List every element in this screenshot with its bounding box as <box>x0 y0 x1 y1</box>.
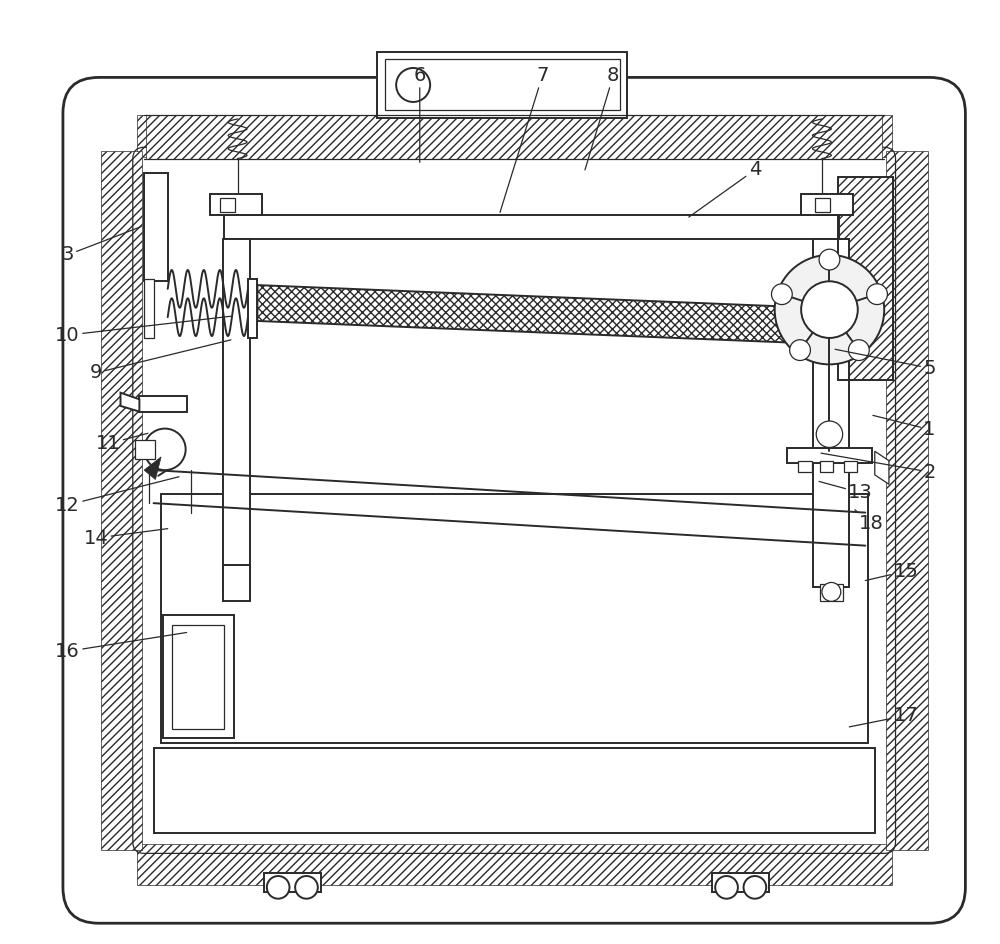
Text: 3: 3 <box>61 227 141 264</box>
Bar <box>223 565 250 601</box>
Text: 13: 13 <box>819 481 873 502</box>
Circle shape <box>744 876 766 899</box>
Polygon shape <box>144 457 161 480</box>
Bar <box>137 115 892 157</box>
Polygon shape <box>257 285 839 345</box>
Text: 6: 6 <box>414 66 426 162</box>
Circle shape <box>848 340 869 361</box>
Text: 17: 17 <box>849 706 918 727</box>
Text: 2: 2 <box>821 453 936 481</box>
Bar <box>224 215 839 239</box>
Bar <box>101 151 142 850</box>
Bar <box>163 615 234 738</box>
Circle shape <box>771 284 792 305</box>
Circle shape <box>295 876 318 899</box>
Bar <box>813 239 849 587</box>
Bar <box>844 461 857 472</box>
Bar <box>139 396 187 412</box>
Circle shape <box>267 876 289 899</box>
Bar <box>838 177 893 380</box>
Text: 14: 14 <box>84 529 168 548</box>
Text: 8: 8 <box>585 66 619 170</box>
Bar <box>801 194 853 215</box>
Bar <box>135 440 155 459</box>
Polygon shape <box>121 393 139 412</box>
Circle shape <box>867 284 887 305</box>
Bar <box>377 52 627 118</box>
Bar <box>820 584 843 601</box>
Bar <box>385 59 620 110</box>
Text: 15: 15 <box>865 562 918 581</box>
Text: 9: 9 <box>90 340 231 382</box>
Circle shape <box>790 340 810 361</box>
Bar <box>210 194 262 215</box>
Text: 18: 18 <box>855 510 883 533</box>
Text: 1: 1 <box>873 415 936 439</box>
Text: 16: 16 <box>55 632 187 661</box>
Text: 7: 7 <box>500 66 549 212</box>
Circle shape <box>822 582 841 601</box>
Bar <box>264 873 321 892</box>
Text: 11: 11 <box>96 433 148 453</box>
Bar <box>820 461 833 472</box>
Bar <box>787 448 872 463</box>
Bar <box>146 115 882 159</box>
Circle shape <box>396 68 430 102</box>
Bar <box>144 173 168 281</box>
Bar <box>144 279 154 338</box>
Bar <box>220 198 235 212</box>
Bar <box>137 844 892 885</box>
Text: 10: 10 <box>55 316 231 345</box>
Bar <box>838 177 893 380</box>
Text: 4: 4 <box>689 160 761 217</box>
Bar <box>886 151 928 850</box>
Bar <box>223 239 250 597</box>
Bar <box>154 748 875 833</box>
Circle shape <box>144 429 186 470</box>
Text: 5: 5 <box>835 349 936 378</box>
Bar <box>172 625 224 729</box>
Circle shape <box>715 876 738 899</box>
Bar <box>798 461 812 472</box>
Bar <box>712 873 769 892</box>
Bar <box>248 279 257 338</box>
Bar <box>815 198 830 212</box>
Circle shape <box>775 255 884 364</box>
Polygon shape <box>875 451 889 484</box>
FancyBboxPatch shape <box>63 77 965 923</box>
Circle shape <box>819 249 840 270</box>
Bar <box>161 494 868 743</box>
Text: 12: 12 <box>55 477 179 514</box>
Circle shape <box>816 421 843 447</box>
Circle shape <box>801 281 858 338</box>
